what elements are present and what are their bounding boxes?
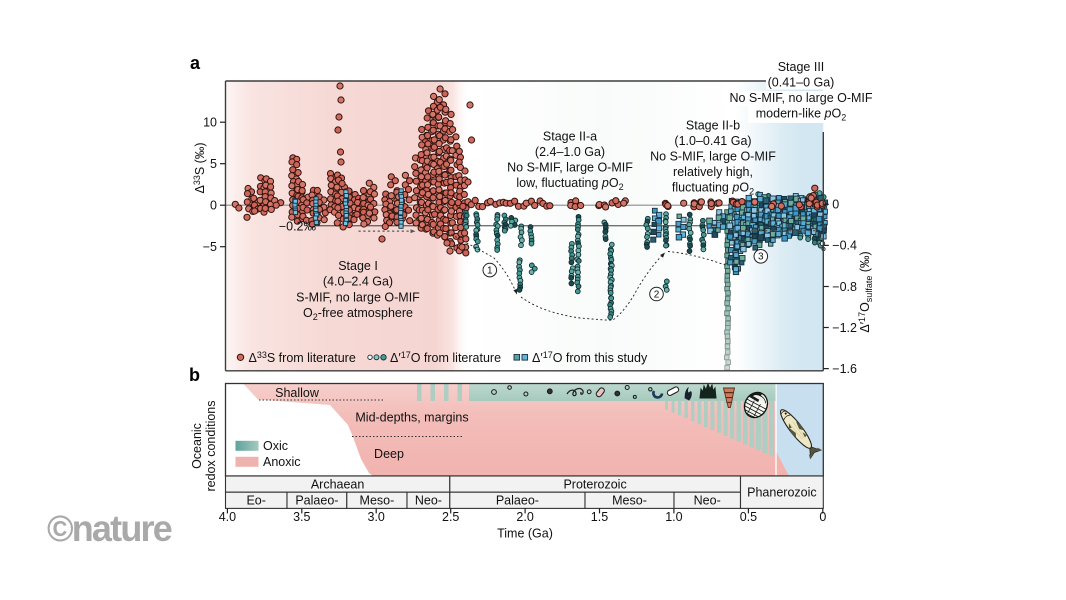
svg-text:No S-MIF, large O-MIF: No S-MIF, large O-MIF [507,160,633,174]
svg-text:(4.0–2.4 Ga): (4.0–2.4 Ga) [323,275,393,289]
svg-text:Neo-: Neo- [694,494,721,508]
svg-text:Eo-: Eo- [246,494,265,508]
svg-text:©nature: ©nature [47,508,172,549]
svg-text:1.5: 1.5 [591,510,608,524]
svg-text:Palaeo-: Palaeo- [295,494,338,508]
svg-text:10: 10 [203,116,217,130]
svg-text:Δ′17O from literature: Δ′17O from literature [390,350,501,365]
svg-text:Proterozoic: Proterozoic [563,477,626,491]
svg-text:Phanerozoic: Phanerozoic [747,486,817,500]
svg-text:Stage III: Stage III [778,60,825,74]
svg-text:−0.2‰: −0.2‰ [279,219,317,233]
svg-text:(0.41–0 Ga): (0.41–0 Ga) [768,75,835,89]
svg-text:relatively high,: relatively high, [673,165,753,179]
svg-text:0.5: 0.5 [740,510,757,524]
svg-text:Δ′17O from this study: Δ′17O from this study [532,350,648,365]
svg-text:Stage I: Stage I [338,259,378,273]
svg-text:S-MIF, no large O-MIF: S-MIF, no large O-MIF [296,290,420,304]
svg-text:0: 0 [210,199,217,213]
svg-text:5: 5 [210,157,217,171]
svg-text:(2.4–1.0 Ga): (2.4–1.0 Ga) [535,145,605,159]
svg-text:O2-free atmosphere: O2-free atmosphere [303,306,413,322]
svg-text:Shallow: Shallow [275,386,320,400]
svg-text:4.0: 4.0 [219,510,236,524]
svg-text:Δ33S (‰): Δ33S (‰) [192,142,207,193]
svg-text:Meso-: Meso- [612,494,647,508]
svg-text:3: 3 [758,252,764,263]
svg-text:1: 1 [487,266,493,277]
svg-text:fluctuating pO2: fluctuating pO2 [672,181,754,197]
svg-text:Mid-depths, margins: Mid-depths, margins [355,411,468,425]
svg-text:−0.4: −0.4 [832,239,857,253]
svg-text:low, fluctuating pO2: low, fluctuating pO2 [516,176,623,192]
svg-text:−1.6: −1.6 [832,362,857,376]
svg-text:No S-MIF, large O-MIF: No S-MIF, large O-MIF [650,150,776,164]
svg-text:Anoxic: Anoxic [263,455,301,469]
svg-text:modern-like pO2: modern-like pO2 [756,106,846,122]
svg-text:−0.8: −0.8 [832,280,857,294]
svg-text:−1.2: −1.2 [832,321,857,335]
svg-text:b: b [189,365,200,385]
svg-text:Stage II-b: Stage II-b [686,119,740,133]
svg-text:Stage II-a: Stage II-a [543,129,597,143]
svg-text:Oxic: Oxic [263,439,288,453]
svg-text:Neo-: Neo- [415,494,442,508]
svg-text:2.5: 2.5 [442,510,459,524]
svg-text:2: 2 [654,289,660,300]
svg-text:redox conditions: redox conditions [204,400,218,491]
svg-text:Deep: Deep [374,447,404,461]
svg-text:1.0: 1.0 [665,510,682,524]
svg-text:−5: −5 [203,240,217,254]
svg-text:0: 0 [832,198,839,212]
svg-text:0: 0 [819,510,826,524]
svg-text:No S-MIF, no large O-MIF: No S-MIF, no large O-MIF [729,91,872,105]
svg-text:Archaean: Archaean [311,477,365,491]
svg-text:Δ33S from literature: Δ33S from literature [249,350,356,365]
svg-text:3.5: 3.5 [293,510,310,524]
svg-text:Time (Ga): Time (Ga) [497,527,553,541]
svg-text:3.0: 3.0 [368,510,385,524]
svg-text:a: a [190,53,201,73]
svg-text:Meso-: Meso- [360,494,395,508]
svg-text:Palaeo-: Palaeo- [496,494,539,508]
svg-text:Δ′17Osulfate (‰): Δ′17Osulfate (‰) [857,251,874,332]
svg-text:2.0: 2.0 [516,510,533,524]
svg-text:Oceanic: Oceanic [190,423,204,469]
svg-text:(1.0–0.41 Ga): (1.0–0.41 Ga) [674,134,751,148]
